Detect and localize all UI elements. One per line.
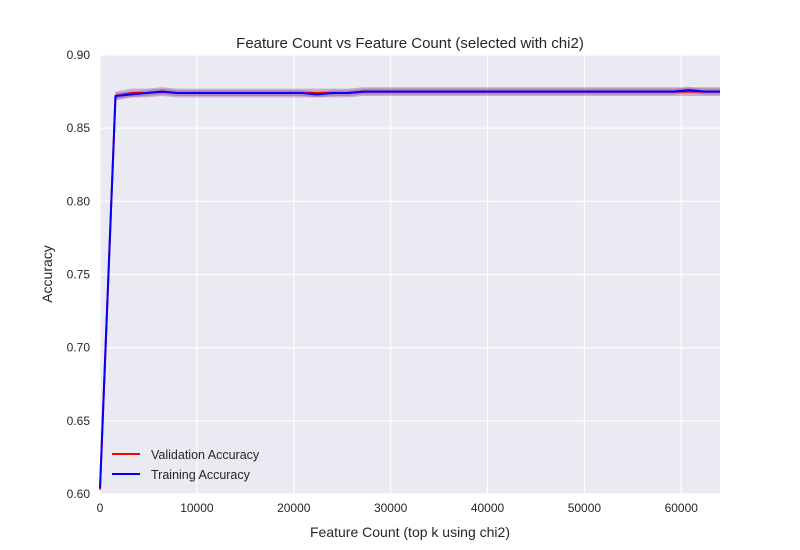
training-accuracy-line: [99, 89, 720, 489]
legend-label-training: Training Accuracy: [151, 468, 251, 482]
x-axis-title: Feature Count (top k using chi2): [310, 524, 510, 540]
x-tick-label: 20000: [277, 501, 311, 515]
x-tick-label: 50000: [568, 501, 602, 515]
x-tick-label: 60000: [665, 501, 699, 515]
y-tick-label: 0.60: [67, 487, 91, 501]
y-tick-label: 0.70: [67, 341, 91, 355]
y-axis-title: Accuracy: [39, 245, 55, 303]
y-tick-label: 0.85: [67, 121, 91, 135]
y-tick-label: 0.75: [67, 268, 91, 282]
horizontal-gridlines: [100, 54, 720, 495]
legend-label-validation: Validation Accuracy: [151, 448, 260, 462]
x-tick-labels: 0 10000 20000 30000 40000 50000 60000: [97, 501, 699, 515]
y-tick-label: 0.90: [67, 48, 91, 62]
x-tick-label: 40000: [471, 501, 505, 515]
y-tick-label: 0.80: [67, 194, 91, 208]
x-tick-label: 30000: [374, 501, 408, 515]
legend: Validation Accuracy Training Accuracy: [112, 448, 260, 482]
x-tick-label: 0: [97, 501, 104, 515]
y-tick-labels: 0.60 0.65 0.70 0.75 0.80 0.85 0.90: [67, 48, 91, 501]
y-tick-label: 0.65: [67, 414, 91, 428]
series-lines: [99, 89, 720, 490]
x-tick-label: 10000: [180, 501, 214, 515]
chart-title: Feature Count vs Feature Count (selected…: [236, 35, 584, 52]
